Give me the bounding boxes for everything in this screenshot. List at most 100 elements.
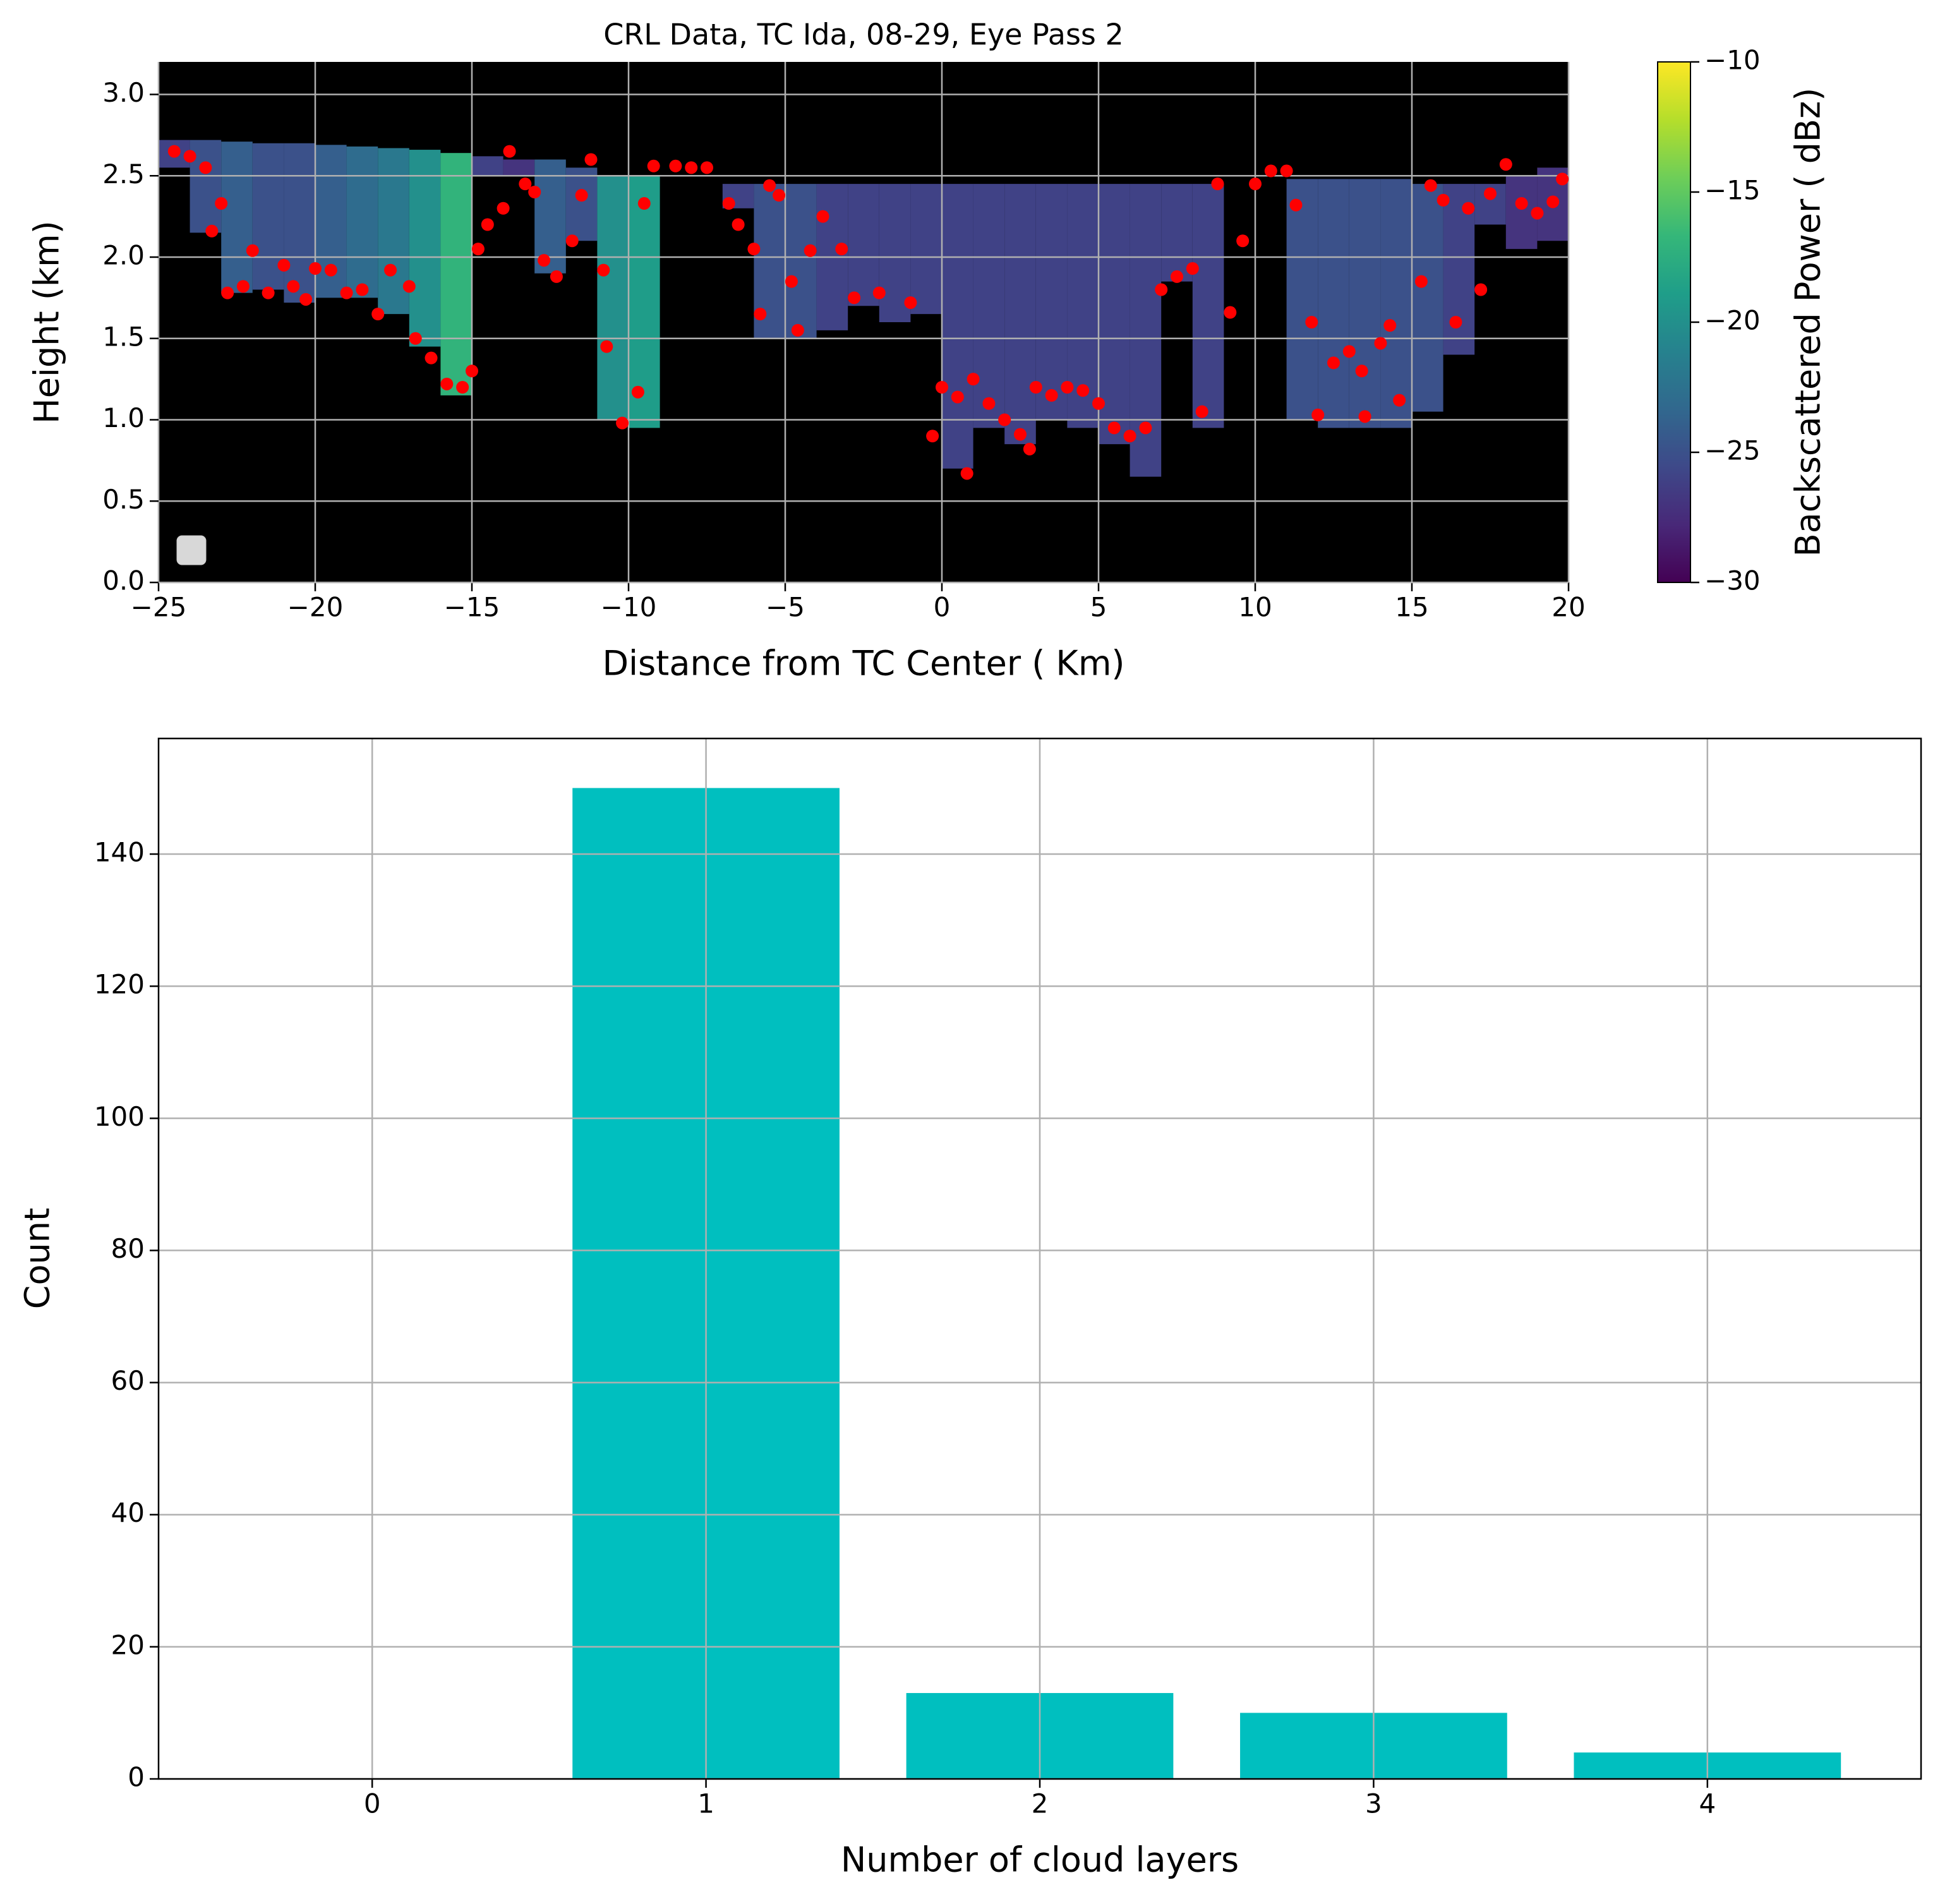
y-tick-label: 100 xyxy=(94,1101,145,1132)
colorbar-tick-label: −20 xyxy=(1704,305,1761,336)
cloud-layer-point xyxy=(409,332,422,345)
cloud-layer-point xyxy=(199,161,212,174)
cloud-layer-point xyxy=(324,263,337,277)
cloud-layer-point xyxy=(1311,408,1325,421)
profile-cell xyxy=(472,156,503,176)
cloud-layer-point xyxy=(967,373,980,386)
x-axis-label: Number of cloud layers xyxy=(841,1840,1239,1880)
cloud-layer-point xyxy=(503,145,516,158)
cloud-layer-point xyxy=(1515,197,1528,210)
y-axis-label: Count xyxy=(18,1208,57,1309)
cloud-layer-point xyxy=(1383,319,1397,332)
cloud-layer-point xyxy=(183,150,196,163)
cloud-layer-point xyxy=(936,381,948,394)
cloud-layer-point xyxy=(1139,421,1152,435)
y-tick-label: 40 xyxy=(111,1497,145,1528)
profile-cell xyxy=(629,176,660,428)
cloud-layer-point xyxy=(647,159,660,172)
cloud-layer-point xyxy=(340,286,353,299)
profile-cell xyxy=(503,159,535,176)
profile-cell xyxy=(1349,179,1381,428)
cloud-layer-point xyxy=(384,263,397,277)
profile-cell xyxy=(910,184,942,315)
x-tick-label: −10 xyxy=(601,592,657,623)
cloud-layer-point xyxy=(1531,207,1544,220)
cloud-layer-point xyxy=(246,244,259,257)
cloud-layer-point xyxy=(1211,178,1224,191)
x-axis-label: Distance from TC Center ( Km) xyxy=(602,644,1124,684)
cloud-layer-point xyxy=(785,275,798,288)
x-tick-label: −20 xyxy=(287,592,344,623)
profile-cell xyxy=(1035,184,1068,420)
x-tick-label: −15 xyxy=(444,592,500,623)
x-tick-label: 2 xyxy=(1032,1788,1049,1819)
x-tick-label: 0 xyxy=(934,592,951,623)
cloud-layer-point xyxy=(722,197,735,210)
cloud-layer-point xyxy=(791,323,804,337)
y-axis-label: Height (km) xyxy=(27,220,67,424)
cloud-layer-point xyxy=(1499,158,1512,171)
cloud-layer-point xyxy=(1171,270,1183,283)
cloud-layer-point xyxy=(1556,172,1569,186)
chart-title: CRL Data, TC Ida, 08-29, Eye Pass 2 xyxy=(603,18,1124,52)
cloud-layer-point xyxy=(637,197,651,210)
cloud-layer-point xyxy=(1023,442,1036,455)
cloud-layer-point xyxy=(835,243,848,256)
cloud-layer-point xyxy=(1092,397,1105,410)
cloud-layer-point xyxy=(763,179,776,192)
profile-cell xyxy=(973,184,1005,428)
plot-frame xyxy=(157,737,1922,1780)
cloud-layer-point xyxy=(1393,394,1406,407)
x-tick-label: 15 xyxy=(1395,592,1428,623)
cloud-layer-point xyxy=(1474,283,1488,296)
cloud-layer-point xyxy=(1076,384,1090,397)
cloud-layer-point xyxy=(262,286,275,299)
profile-cell xyxy=(409,150,441,347)
y-tick-label: 20 xyxy=(111,1629,145,1660)
cloud-layer-point xyxy=(466,365,478,378)
cloud-layer-point xyxy=(528,186,541,198)
cloud-layer-point xyxy=(456,381,469,394)
cloud-layer-point xyxy=(701,161,713,174)
cloud-layer-point xyxy=(1305,316,1318,328)
profile-cell xyxy=(848,184,879,306)
colorbar-label: Backscattered Power ( dBz) xyxy=(1788,88,1828,557)
cloud-layer-point xyxy=(287,280,300,293)
cloud-layer-point xyxy=(1186,262,1199,275)
profile-cell xyxy=(1318,179,1349,428)
cloud-layer-point xyxy=(1484,187,1497,200)
cloud-layer-point xyxy=(951,390,964,404)
y-tick-label: 2.5 xyxy=(102,159,145,190)
cloud-layer-point xyxy=(804,244,817,257)
cloud-layer-point xyxy=(1462,202,1475,215)
cloud-layer-point xyxy=(1437,193,1450,207)
cloud-layer-point xyxy=(299,292,313,306)
y-tick-label: 0.5 xyxy=(102,484,145,515)
cloud-layer-point xyxy=(1280,164,1293,178)
cloud-layer-point xyxy=(565,234,579,248)
cloud-layer-point xyxy=(550,270,563,283)
cloud-layer-point xyxy=(356,283,369,296)
cloud-layer-point xyxy=(575,189,588,202)
profile-cell xyxy=(1004,184,1036,445)
profile-cell xyxy=(565,167,598,241)
cloud-layer-point xyxy=(597,263,610,277)
cloud-layer-point xyxy=(816,210,829,223)
cloud-layer-point xyxy=(1424,179,1437,192)
cloud-layer-point xyxy=(848,291,861,304)
y-tick-label: 1.0 xyxy=(102,402,145,433)
cloud-layer-point xyxy=(872,286,886,299)
profile-cell xyxy=(1286,179,1318,420)
profile-cell xyxy=(942,184,973,469)
cloud-layer-point xyxy=(1355,365,1368,378)
cloud-layer-point xyxy=(538,254,551,267)
cloud-layer-point xyxy=(616,416,629,430)
cloud-layer-point xyxy=(998,413,1011,426)
cloud-layer-point xyxy=(960,467,973,480)
y-tick-label: 120 xyxy=(94,969,145,1000)
cloud-layer-point xyxy=(773,189,786,202)
cloud-layer-point xyxy=(1123,430,1136,443)
cloud-layer-point xyxy=(205,224,219,238)
